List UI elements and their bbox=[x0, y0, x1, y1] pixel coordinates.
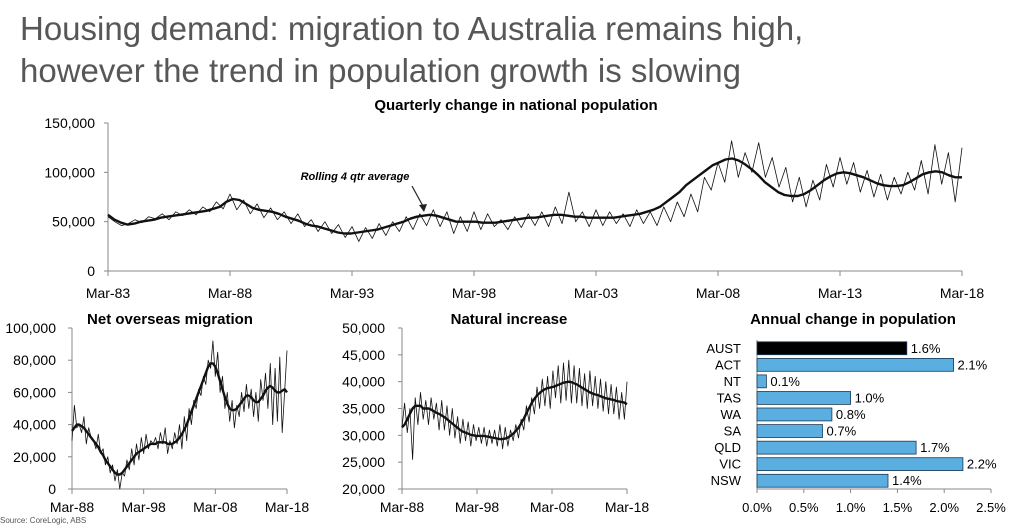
series-line-average bbox=[107, 157, 962, 235]
bar-aust bbox=[756, 341, 908, 356]
line-chart-0: Quarterly change in national population 0… bbox=[44, 97, 984, 301]
x-tick-label: 1.0% bbox=[836, 500, 866, 515]
value-label: 0.8% bbox=[836, 407, 866, 422]
y-tick-label: 40,000 bbox=[342, 374, 385, 390]
category-label: NT bbox=[724, 374, 741, 389]
headline-line-2: however the trend in population growth i… bbox=[20, 52, 741, 89]
annotation: Rolling 4 qtr average bbox=[301, 171, 427, 212]
value-label: 2.1% bbox=[958, 357, 988, 372]
x-tick-label: Mar-18 bbox=[940, 285, 985, 301]
category-label: AUST bbox=[706, 341, 741, 356]
source-note: Source: CoreLogic, ABS bbox=[0, 516, 87, 525]
value-label: 1.6% bbox=[911, 341, 941, 356]
x-tick-label: Mar-98 bbox=[121, 499, 166, 515]
value-label: 2.2% bbox=[967, 457, 997, 472]
bar-tas bbox=[756, 391, 851, 405]
bar-nt bbox=[756, 374, 767, 389]
x-tick-label: Mar-13 bbox=[818, 285, 863, 301]
chart-title: Quarterly change in national population bbox=[374, 97, 657, 114]
annotation-arrow-line bbox=[411, 185, 425, 209]
bar-chart: Annual change in population 0.0% 0.5% 1.0% 1… bbox=[706, 311, 1006, 515]
y-tick-label: 60,000 bbox=[13, 384, 56, 400]
x-tick-label: Mar-93 bbox=[330, 285, 375, 301]
x-tick-label: Mar-88 bbox=[50, 499, 95, 515]
category-label: NSW bbox=[711, 473, 742, 488]
x-tick-label: 0.0% bbox=[742, 500, 772, 515]
headline-line-1: Housing demand: migration to Australia r… bbox=[20, 10, 804, 47]
series-line-quarterly bbox=[71, 340, 288, 490]
bar-wa bbox=[756, 407, 833, 422]
y-tick-label: 100,000 bbox=[44, 164, 95, 180]
category-label: WA bbox=[721, 407, 742, 422]
value-label: 1.7% bbox=[920, 440, 950, 455]
y-tick-label: 80,000 bbox=[13, 352, 56, 368]
category-label: ACT bbox=[715, 357, 741, 372]
bar-sa bbox=[756, 424, 823, 438]
y-tick-label: 40,000 bbox=[13, 417, 56, 433]
chart-title: Natural increase bbox=[451, 311, 568, 328]
chart-title: Annual change in population bbox=[750, 311, 956, 328]
y-tick-label: 100,000 bbox=[5, 320, 56, 336]
y-tick-label: 45,000 bbox=[342, 347, 385, 363]
value-label: 0.1% bbox=[770, 374, 800, 389]
bar-vic bbox=[756, 457, 964, 472]
y-tick-label: 0 bbox=[87, 263, 95, 279]
y-tick-label: 20,000 bbox=[13, 449, 56, 465]
category-label: VIC bbox=[719, 457, 741, 472]
bar-nsw bbox=[756, 473, 889, 488]
series-line-quarterly bbox=[107, 140, 963, 242]
series-line-average bbox=[401, 380, 628, 441]
y-tick-label: 35,000 bbox=[342, 401, 385, 417]
x-tick-label: Mar-83 bbox=[86, 285, 131, 301]
x-tick-label: Mar-98 bbox=[452, 285, 497, 301]
x-tick-label: Mar-18 bbox=[265, 499, 310, 515]
line-chart-2: Natural increase 20,000 25,000 30,000 35,000… bbox=[342, 311, 649, 515]
x-tick-label: Mar-98 bbox=[455, 499, 500, 515]
line-chart-1: Net overseas migration 0 20,000 40,000 60,00… bbox=[5, 311, 309, 515]
x-tick-label: 2.5% bbox=[976, 500, 1006, 515]
x-tick-label: 2.0% bbox=[929, 500, 959, 515]
annotation-arrow-head bbox=[419, 204, 427, 212]
x-tick-label: 0.5% bbox=[789, 500, 819, 515]
bar-act bbox=[756, 357, 955, 372]
headline: Housing demand: migration to Australia r… bbox=[20, 8, 1010, 92]
annotation-label: Rolling 4 qtr average bbox=[301, 171, 410, 183]
y-tick-label: 0 bbox=[48, 481, 56, 497]
x-tick-label: Mar-08 bbox=[193, 499, 238, 515]
x-tick-label: Mar-88 bbox=[208, 285, 253, 301]
x-tick-label: Mar-08 bbox=[530, 499, 575, 515]
y-tick-label: 30,000 bbox=[342, 427, 385, 443]
x-tick-label: Mar-18 bbox=[605, 499, 650, 515]
y-tick-label: 150,000 bbox=[44, 115, 95, 131]
y-tick-label: 50,000 bbox=[342, 320, 385, 336]
series-line-quarterly bbox=[401, 359, 628, 460]
value-label: 1.0% bbox=[855, 390, 885, 405]
x-tick-label: Mar-88 bbox=[380, 499, 425, 515]
y-tick-label: 25,000 bbox=[342, 454, 385, 470]
x-tick-label: 1.5% bbox=[883, 500, 913, 515]
value-label: 1.4% bbox=[892, 473, 922, 488]
chart-title: Net overseas migration bbox=[87, 311, 253, 328]
y-tick-label: 20,000 bbox=[342, 481, 385, 497]
category-label: TAS bbox=[717, 390, 742, 405]
value-label: 0.7% bbox=[827, 424, 857, 439]
category-label: SA bbox=[724, 424, 742, 439]
y-tick-label: 50,000 bbox=[52, 214, 95, 230]
category-label: QLD bbox=[714, 440, 741, 455]
x-tick-label: Mar-08 bbox=[696, 285, 741, 301]
series-line-average bbox=[71, 362, 288, 476]
x-tick-label: Mar-03 bbox=[574, 285, 619, 301]
bar-qld bbox=[756, 440, 917, 455]
